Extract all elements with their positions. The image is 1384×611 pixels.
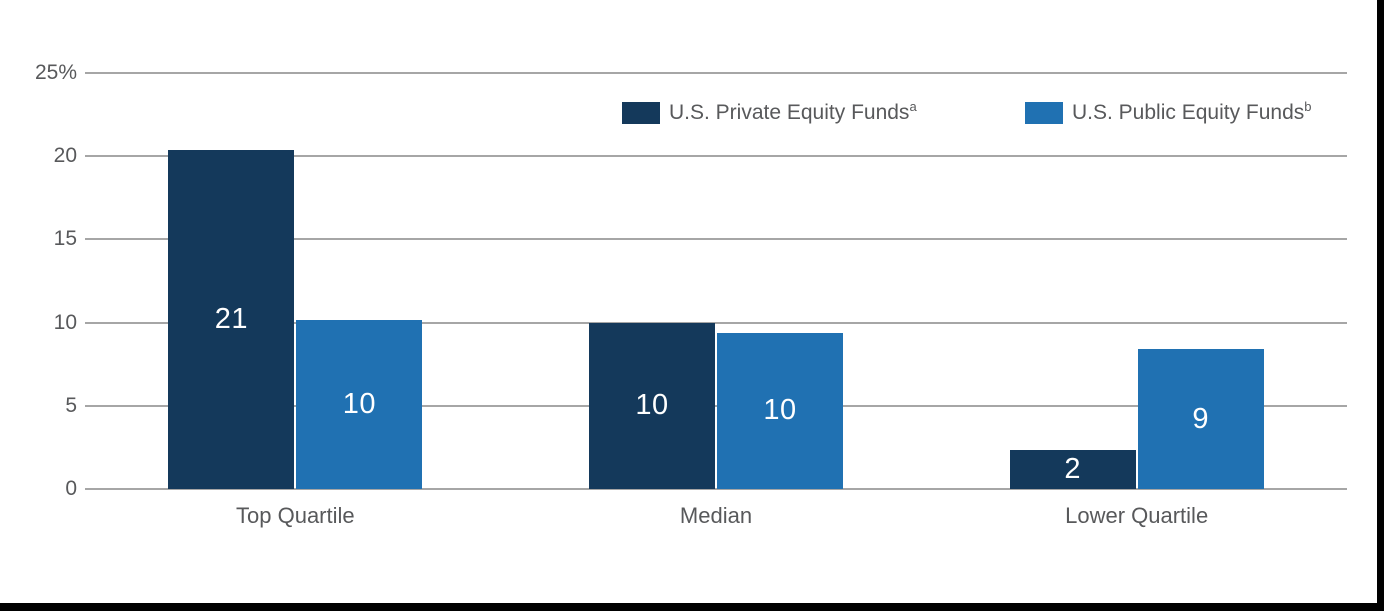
y-tick-label: 5: [65, 393, 77, 417]
frame-border-right: [1377, 0, 1384, 611]
legend-item-private-equity: U.S. Private Equity Fundsa: [622, 100, 917, 126]
gridline: [85, 321, 1347, 324]
y-tick-label: 20: [53, 144, 77, 168]
gridline: [85, 238, 1347, 241]
bar-value-label: 10: [635, 389, 669, 422]
bar-value-label: 2: [1064, 452, 1081, 485]
legend-item-public-equity: U.S. Public Equity Fundsb: [1025, 100, 1312, 126]
y-tick-label: 0: [65, 477, 77, 500]
gridline: [85, 404, 1347, 407]
gridline: [85, 488, 1347, 490]
category-label: Top Quartile: [236, 503, 355, 528]
gridline: [85, 155, 1347, 158]
y-tick-label: 10: [53, 310, 77, 334]
legend-label-public-equity: U.S. Public Equity Fundsb: [1072, 99, 1312, 125]
bar-value-label: 10: [763, 394, 797, 427]
bar-value-label: 9: [1192, 402, 1209, 435]
legend-text: U.S. Private Equity Funds: [669, 101, 910, 124]
legend-swatch-private-equity: [622, 102, 660, 124]
legend-swatch-public-equity: [1025, 102, 1063, 124]
legend-superscript: a: [909, 99, 917, 114]
legend-superscript: b: [1304, 99, 1312, 114]
bar-private-lower-quartile: 2: [1009, 449, 1136, 489]
gridline: [85, 72, 1347, 74]
bar-private-median: 10: [589, 322, 715, 489]
category-label: Median: [679, 503, 753, 528]
y-tick-label: 25%: [34, 61, 77, 84]
bar-private-top-quartile: 21: [168, 149, 295, 489]
category-label: Lower Quartile: [1065, 503, 1209, 528]
bar-value-label: 21: [214, 302, 248, 335]
legend-text: U.S. Public Equity Funds: [1072, 101, 1305, 124]
legend-label-private-equity: U.S. Private Equity Fundsa: [669, 99, 917, 125]
frame-border-bottom: [0, 603, 1384, 611]
bar-public-lower-quartile: 9: [1137, 349, 1264, 489]
bar-public-median: 10: [717, 332, 843, 489]
bar-public-top-quartile: 10: [296, 320, 423, 489]
bar-value-label: 10: [342, 388, 376, 421]
y-tick-label: 15: [53, 227, 77, 251]
